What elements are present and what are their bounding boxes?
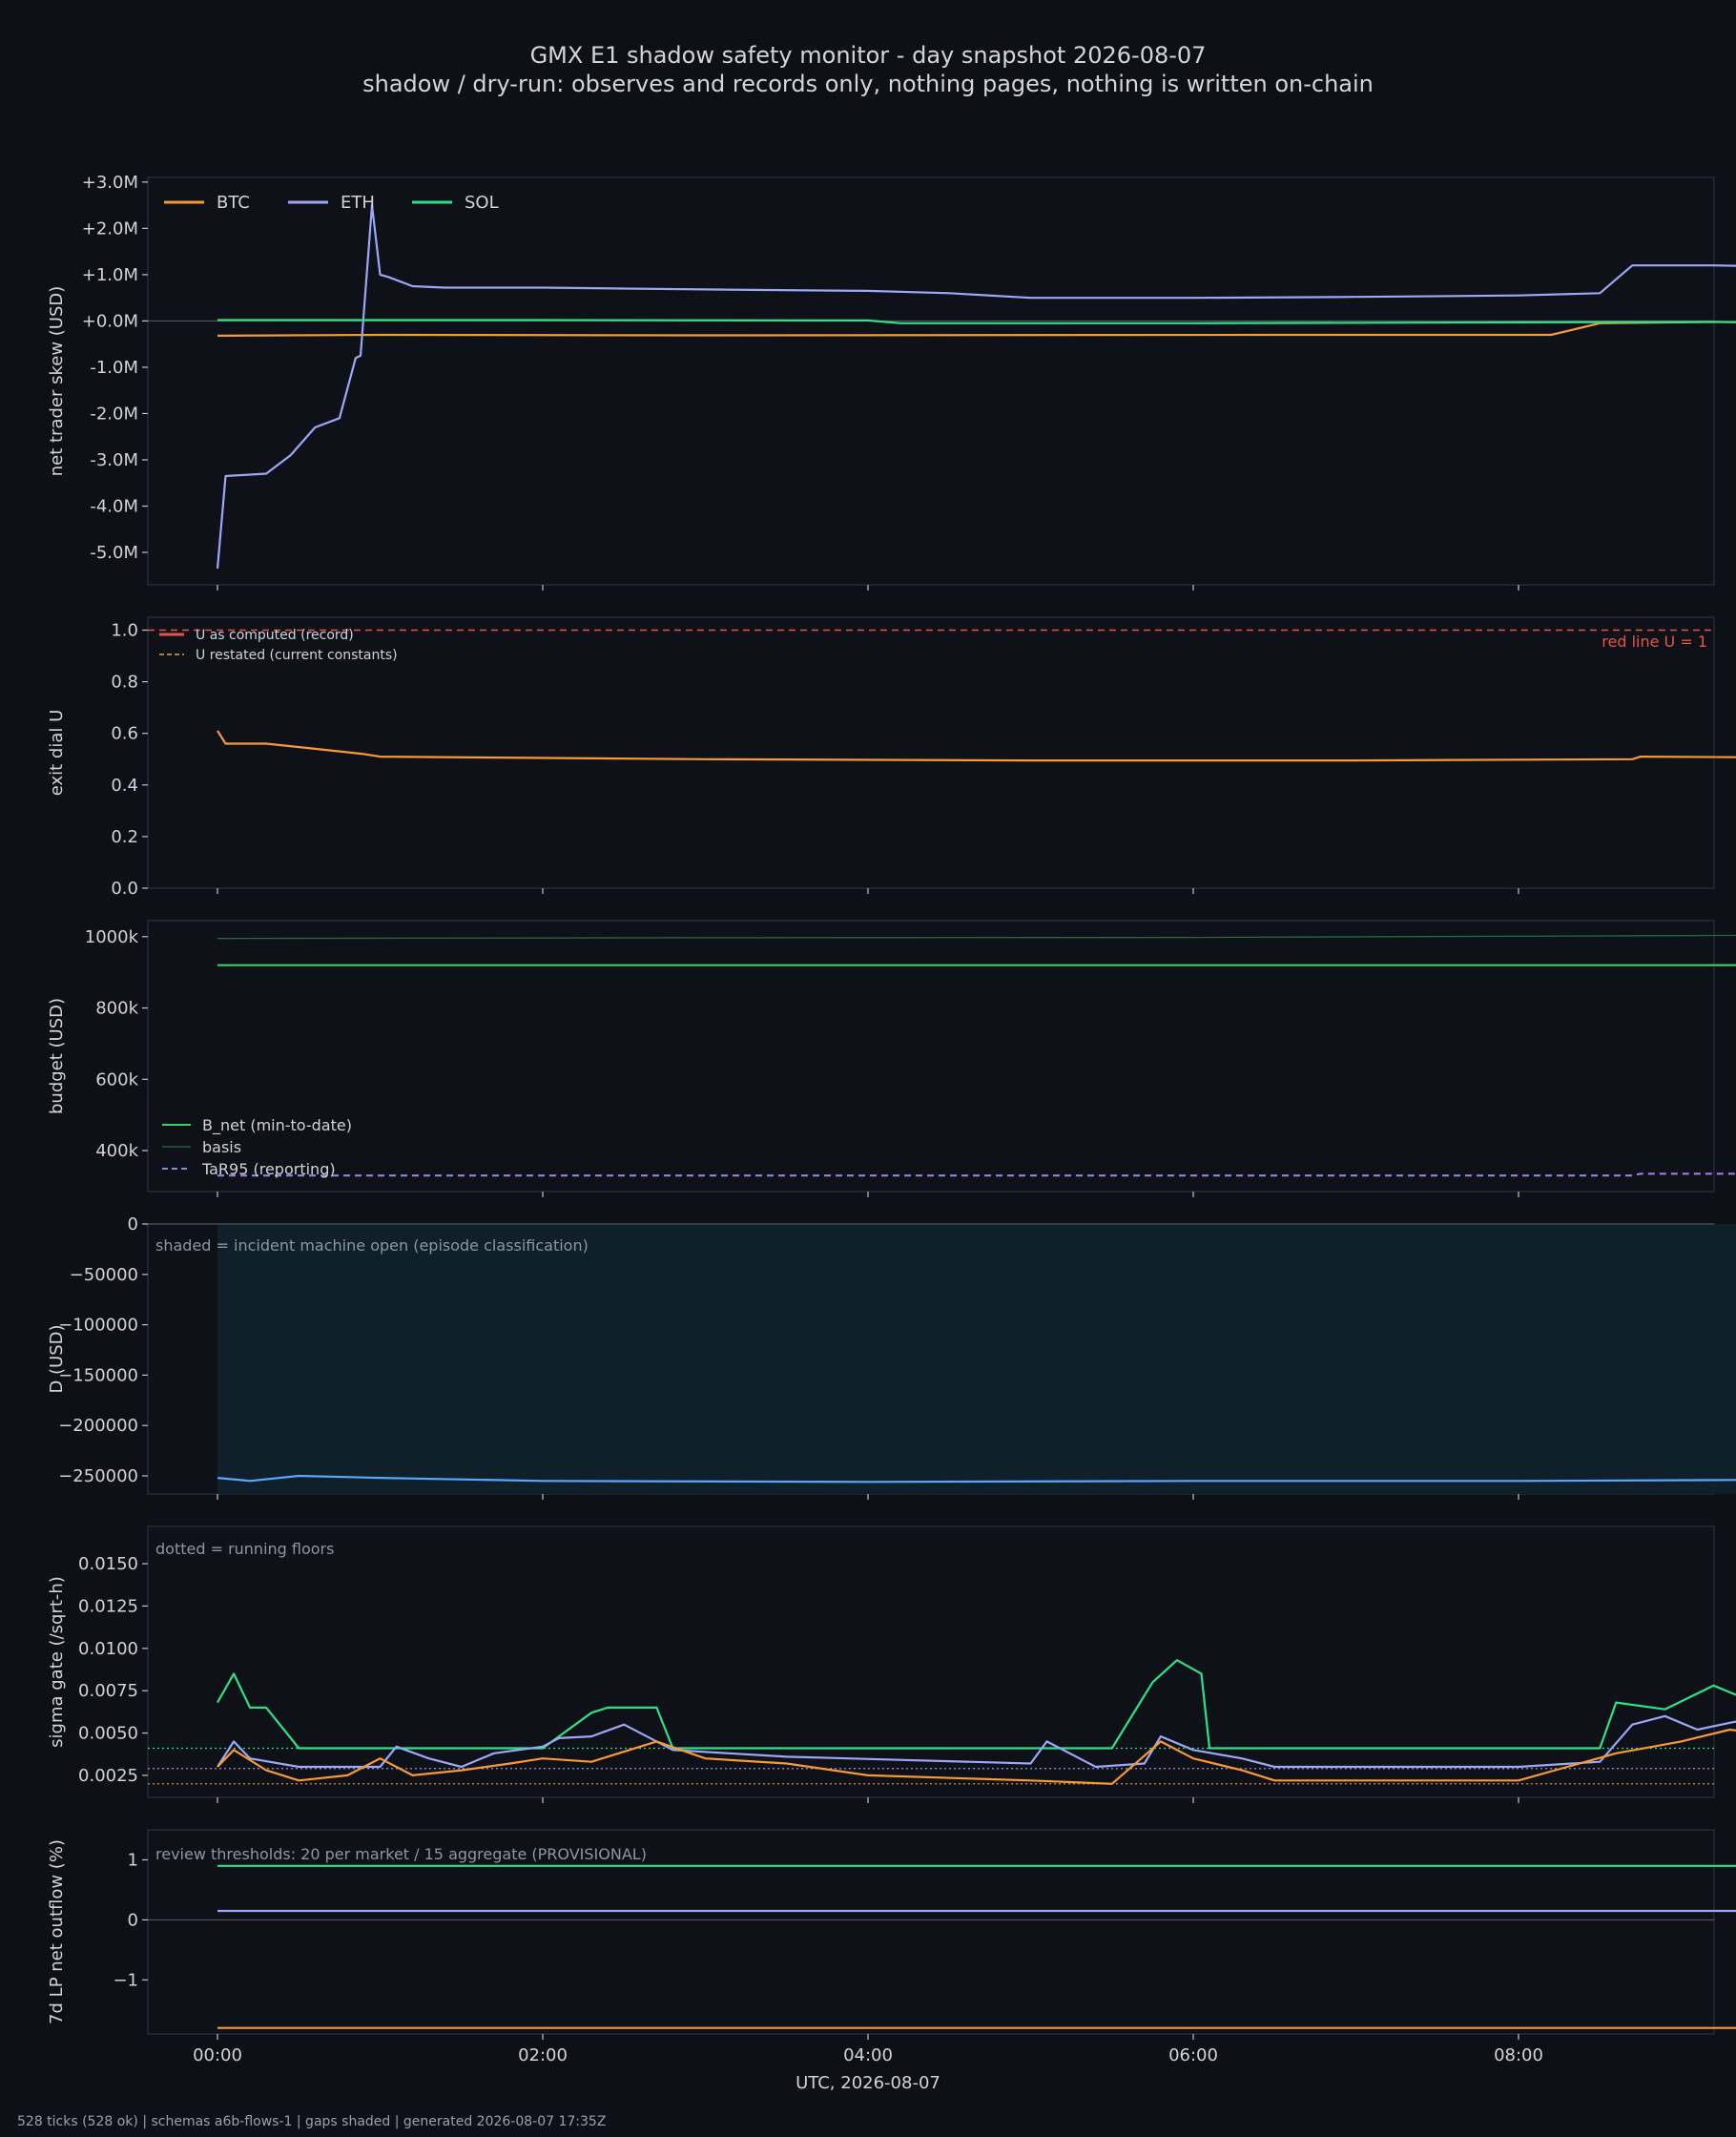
y-tick-label: 0.0 [111, 879, 138, 899]
panel-4: 0 −50000 −100000 −150000 −200000 −250000 D (US… [47, 1214, 1736, 1500]
y-tick-label: +0.0M [82, 311, 138, 331]
panel-frame [147, 920, 1715, 1193]
panel-3: 400k 600k 800k 1000k budget (USD) [47, 920, 1736, 1197]
y-tick-label: -1.0M [90, 358, 138, 378]
x-tick-label: 08:00 [1494, 2045, 1543, 2065]
y-tick-label: 1000k [85, 927, 139, 947]
y-tick-label: −50000 [70, 1265, 138, 1285]
y-tick-label: 600k [95, 1069, 138, 1089]
series-line [217, 730, 1736, 762]
legend-label: U restated (current constants) [196, 648, 398, 663]
redline-note: red line U = 1 [1602, 633, 1707, 651]
y-tick-label: 0.4 [111, 776, 138, 796]
series-line [217, 1714, 1736, 1769]
legend-label: BTC [217, 193, 250, 213]
y-axis-label: net trader skew (USD) [47, 286, 67, 477]
x-axis-label: UTC, 2026-08-07 [796, 2073, 940, 2093]
y-tick-label: 0.6 [111, 724, 138, 744]
y-tick-label: +2.0M [82, 218, 138, 239]
y-tick-label: 0 [128, 1910, 138, 1930]
x-tick-label: 02:00 [518, 2045, 568, 2065]
y-tick-label: +1.0M [82, 265, 138, 285]
y-tick-label: 0.0100 [78, 1639, 138, 1659]
panel-5: 0.0025 0.0050 0.0075 0.0100 0.0125 0.0150 sigm… [47, 1525, 1736, 1803]
panel-frame [147, 1525, 1715, 1798]
y-tick-label: 0.0025 [78, 1766, 138, 1786]
thresholds-note: review thresholds: 20 per market / 15 ag… [155, 1845, 647, 1863]
y-tick-label: 0.2 [111, 827, 138, 847]
panel-1: +3.0M +2.0M +1.0M +0.0M -1.0M -2.0M -3.0M -4.0M… [47, 173, 1736, 591]
y-tick-label: −200000 [58, 1416, 138, 1436]
series-line [217, 1909, 1736, 1913]
panel-frame [147, 176, 1715, 586]
y-tick-label: -3.0M [90, 450, 138, 470]
y-axis-label: sigma gate (/sqrt-h) [47, 1576, 67, 1748]
series-line [217, 1659, 1736, 1750]
figure-title: GMX E1 shadow safety monitor - day snaps… [530, 42, 1207, 69]
panel-frame [147, 1829, 1715, 2035]
incident-shade [217, 1224, 1736, 1494]
legend-label: B_net (min-to-date) [202, 1116, 352, 1135]
series-line [217, 319, 1736, 324]
y-tick-label: 0.8 [111, 673, 138, 693]
y-tick-label: −250000 [58, 1466, 138, 1486]
legend-label: ETH [341, 193, 375, 213]
panel-2: 0.0 0.2 0.4 0.6 0.8 1.0 exit dial U [47, 616, 1736, 899]
y-tick-label: -4.0M [90, 497, 138, 517]
y-tick-label: 0 [128, 1214, 138, 1234]
y-tick-label: 1 [128, 1850, 138, 1870]
y-tick-label: 0.0125 [78, 1596, 138, 1616]
panel-6: 1 0 −1 7d LP net outflow (%) [47, 1829, 1736, 2040]
y-tick-label: +3.0M [82, 173, 138, 193]
annotations: BTC ETH SOL U as computed (record) U restate… [155, 193, 1707, 2065]
y-tick-label: -2.0M [90, 404, 138, 424]
y-tick-label: -5.0M [90, 543, 138, 563]
series-line [217, 321, 1736, 337]
x-tick-label: 00:00 [193, 2045, 242, 2065]
series-line [217, 1474, 1736, 1483]
y-tick-label: 0.0075 [78, 1681, 138, 1701]
y-axis-label: D (USD) [47, 1324, 67, 1393]
y-tick-label: −100000 [58, 1316, 138, 1336]
y-tick-label: 0.0050 [78, 1724, 138, 1744]
series-line [216, 204, 1736, 570]
panels: +3.0M +2.0M +1.0M +0.0M -1.0M -2.0M -3.0M -4.0M… [47, 173, 1736, 2065]
y-axis-label: budget (USD) [47, 998, 67, 1114]
y-tick-label: 400k [95, 1141, 138, 1161]
incident-note: shaded = incident machine open (episode … [155, 1236, 589, 1255]
legend-label: basis [202, 1138, 241, 1156]
y-axis-label: 7d LP net outflow (%) [47, 1839, 67, 2024]
series-line [217, 934, 1736, 940]
y-tick-label: 1.0 [111, 621, 138, 641]
panel-frame [147, 616, 1715, 889]
series-line [217, 2026, 1736, 2029]
x-tick-label: 06:00 [1168, 2045, 1218, 2065]
y-tick-label: −1 [113, 1970, 138, 1990]
figure-subtitle: shadow / dry-run: observes and records o… [362, 71, 1374, 97]
floors-note: dotted = running floors [155, 1540, 334, 1558]
legend-label: TaR95 (reporting) [201, 1160, 336, 1178]
y-tick-label: 800k [95, 999, 138, 1019]
y-axis-label: exit dial U [47, 710, 67, 797]
y-tick-label: 0.0150 [78, 1554, 138, 1574]
y-tick-label: −150000 [58, 1365, 138, 1385]
legend-label: SOL [465, 193, 499, 213]
legend-label: U as computed (record) [196, 628, 354, 643]
series-line [217, 1728, 1736, 1785]
x-tick-label: 04:00 [843, 2045, 893, 2065]
footer-status: 528 ticks (528 ok) | schemas a6b-flows-1… [17, 2114, 606, 2129]
